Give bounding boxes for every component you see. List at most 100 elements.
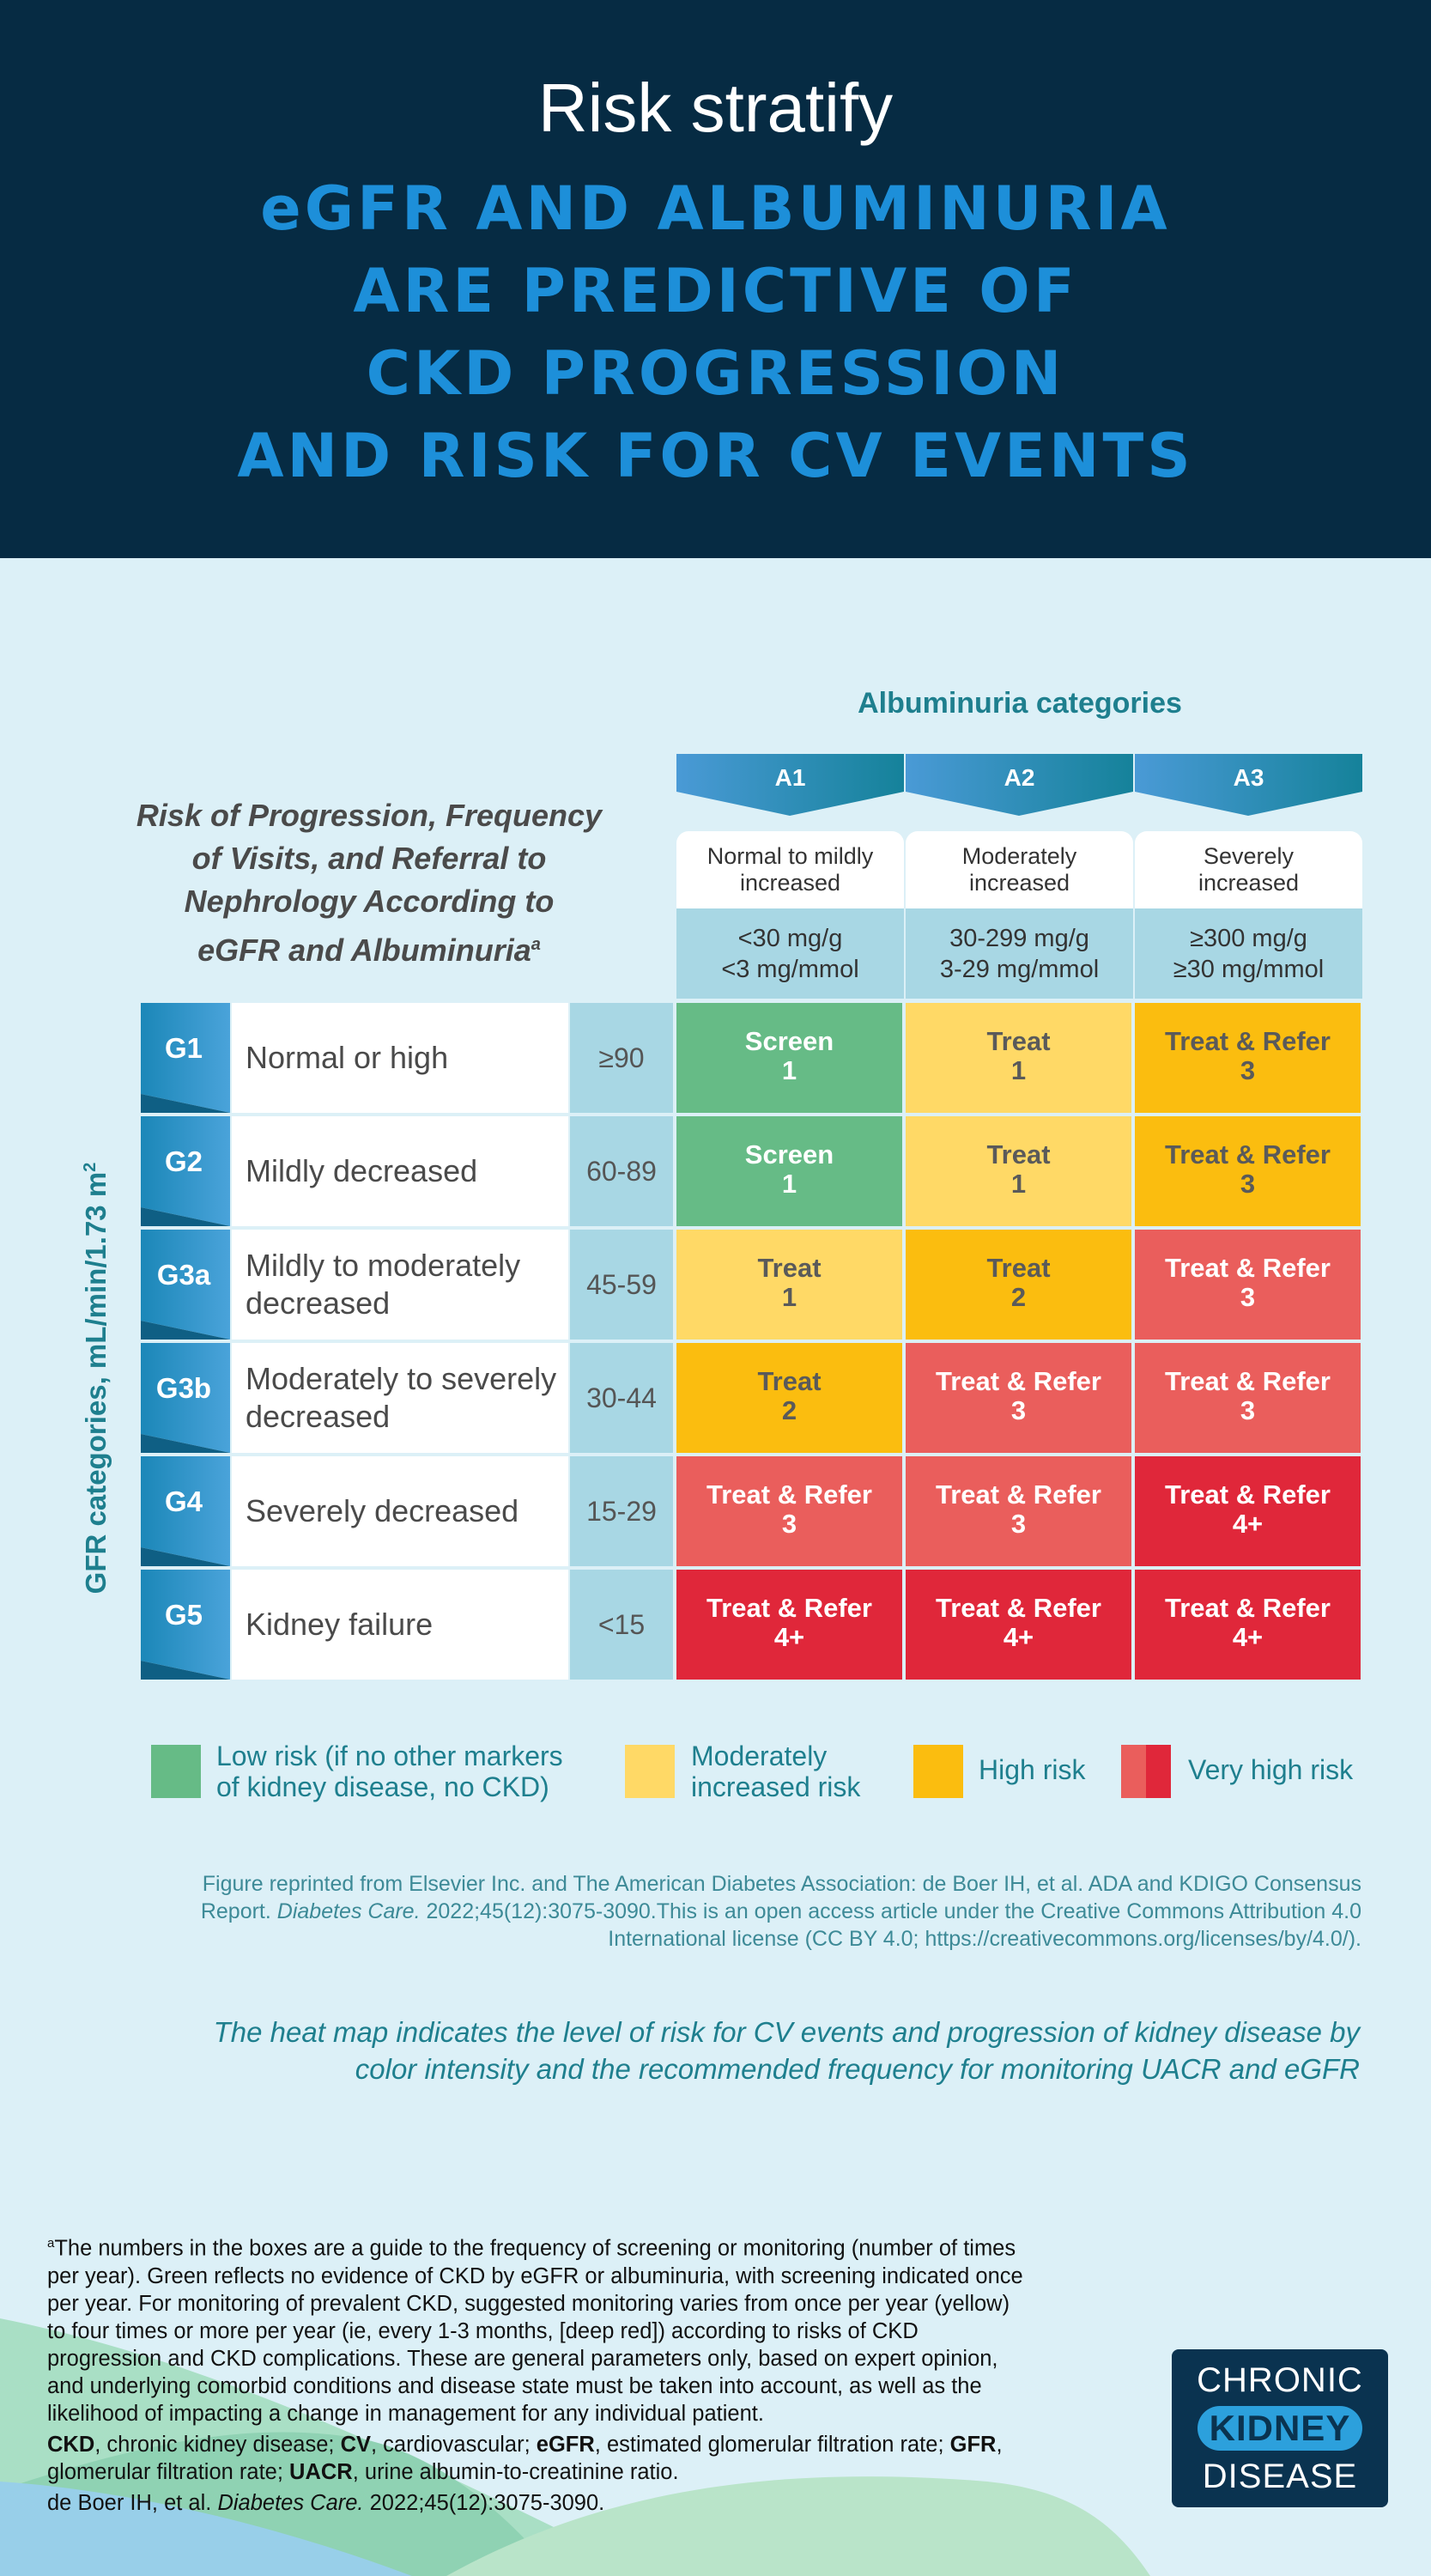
- cell-action: Screen: [744, 1139, 834, 1170]
- column-tab: A2: [906, 754, 1133, 816]
- abbr-def: , estimated glomerular filtration rate;: [594, 2432, 950, 2457]
- abbr-term: CV: [340, 2432, 372, 2457]
- gfr-tab: G4: [141, 1456, 230, 1566]
- gfr-code: G5: [164, 1599, 203, 1631]
- legend-line: of kidney disease, no CKD): [216, 1771, 549, 1802]
- title-line: eGFR and Albuminuriaa: [112, 923, 627, 972]
- range-line: 30-299 mg/g: [949, 924, 1089, 952]
- headline: eGFR AND ALBUMINURIA ARE PREDICTIVE OF C…: [0, 167, 1431, 497]
- citation-line: Figure reprinted from Elsevier Inc. and …: [202, 1872, 1361, 1896]
- legend-swatch-moderate: [625, 1745, 675, 1798]
- note-line: The heat map indicates the level of risk…: [213, 2016, 1360, 2048]
- pretitle: Risk stratify: [537, 70, 894, 146]
- gfr-tab: G3a: [141, 1230, 230, 1340]
- legend-label-moderate: Moderately increased risk: [691, 1741, 860, 1802]
- table-title: Risk of Progression, Frequency of Visits…: [112, 794, 627, 972]
- footnote-marker: a: [531, 935, 541, 954]
- cell-action: Treat & Refer: [706, 1593, 872, 1623]
- table-row-g2: G2 Mildly decreased 60-89 Screen 1 Treat 1 Trea…: [141, 1116, 1363, 1226]
- risk-cell: Treat 1: [676, 1230, 902, 1340]
- cell-frequency: 1: [781, 1055, 797, 1085]
- cell-frequency: 3: [1240, 1395, 1256, 1425]
- header-banner: Risk stratify eGFR AND ALBUMINURIA ARE P…: [0, 0, 1431, 558]
- cell-frequency: 3: [1010, 1509, 1027, 1539]
- range-line: ≥30 mg/mmol: [1173, 955, 1325, 983]
- desc-line: increased: [968, 870, 1070, 896]
- gfr-code: G4: [164, 1485, 203, 1517]
- reference-text: de Boer IH, et al.: [47, 2490, 218, 2515]
- column-code: A2: [1004, 764, 1035, 791]
- gfr-tab-shape: [141, 1570, 230, 1680]
- range-line: 3-29 mg/mmol: [939, 955, 1100, 983]
- legend-line: Low risk (if no other markers: [216, 1741, 563, 1771]
- title-line: Nephrology According to: [184, 884, 555, 919]
- reference-text: 2022;45(12):3075-3090.: [363, 2490, 605, 2515]
- gfr-range: 60-89: [570, 1116, 673, 1226]
- gfr-desc-line: Moderately to severely: [246, 1361, 557, 1396]
- cell-frequency: 1: [781, 1169, 797, 1199]
- gfr-code: G1: [164, 1032, 203, 1064]
- gfr-axis-label: GFR categories, mL/min/1.73 m2: [80, 1163, 112, 1595]
- range-line: ≥300 mg/g: [1190, 924, 1307, 952]
- citation-line: Report. Diabetes Care. 2022;45(12):3075-…: [86, 1898, 1361, 1925]
- headline-line: eGFR AND ALBUMINURIA: [260, 173, 1171, 244]
- title-line: Risk of Progression, Frequency: [136, 798, 603, 833]
- gfr-tab: G1: [141, 1003, 230, 1113]
- risk-cell: Treat 2: [906, 1230, 1131, 1340]
- cell-frequency: 3: [781, 1509, 797, 1539]
- gfr-tab: G3b: [141, 1343, 230, 1453]
- figure-citation: Figure reprinted from Elsevier Inc. and …: [86, 1870, 1361, 1953]
- footnote-line: aThe numbers in the boxes are a guide to…: [47, 2230, 1189, 2263]
- gfr-tab: G2: [141, 1116, 230, 1226]
- footnote-line: per year). Green reflects no evidence of…: [47, 2263, 1023, 2288]
- cell-action: Treat: [986, 1026, 1051, 1056]
- gfr-description: Mildly to moderately decreased: [232, 1230, 568, 1340]
- gfr-tab-shape: [141, 1230, 230, 1340]
- logo-line: CHRONIC: [1197, 2361, 1363, 2399]
- reference-line: de Boer IH, et al. Diabetes Care. 2022;4…: [47, 2489, 1189, 2517]
- desc-line: Normal to mildly: [706, 843, 874, 869]
- citation-journal: Diabetes Care.: [276, 1899, 421, 1923]
- cell-frequency: 2: [781, 1395, 797, 1425]
- risk-cell: Treat & Refer 4+: [1135, 1456, 1361, 1566]
- cell-action: Treat & Refer: [1165, 1593, 1331, 1623]
- cell-frequency: 3: [1010, 1395, 1027, 1425]
- legend-label-low: Low risk (if no other markers of kidney …: [216, 1741, 563, 1802]
- range-line: <30 mg/g: [737, 924, 843, 952]
- column-tab: A1: [676, 754, 904, 816]
- abbr-term: GFR: [949, 2432, 997, 2457]
- table-row-g1: G1 Normal or high ≥90 Screen 1 Treat 1 Treat & …: [141, 1003, 1363, 1113]
- cell-action: Treat & Refer: [936, 1593, 1101, 1623]
- gfr-range: ≥90: [570, 1003, 673, 1113]
- gfr-desc-line: Normal or high: [246, 1040, 449, 1075]
- reference-journal: Diabetes Care.: [217, 2490, 364, 2515]
- legend-swatch-very-high: [1121, 1745, 1146, 1798]
- headline-line: CKD PROGRESSION: [366, 338, 1065, 409]
- risk-cell: Treat 1: [906, 1116, 1131, 1226]
- gfr-description: Severely decreased: [232, 1456, 568, 1566]
- headline-line: AND RISK FOR CV EVENTS: [237, 421, 1194, 491]
- footnote-line: per year. For monitoring of prevalent CK…: [47, 2291, 1010, 2316]
- risk-cell: Treat & Refer 3: [906, 1456, 1131, 1566]
- column-description: Severely increased: [1135, 831, 1362, 908]
- cell-action: Treat & Refer: [1165, 1253, 1331, 1283]
- risk-cell: Treat 1: [906, 1003, 1131, 1113]
- abbr-term: eGFR: [536, 2432, 595, 2457]
- logo-line: DISEASE: [1202, 2458, 1358, 2495]
- cell-action: Treat & Refer: [706, 1479, 872, 1510]
- gfr-description: Mildly decreased: [232, 1116, 568, 1226]
- risk-cell: Treat 2: [676, 1343, 902, 1453]
- note-line: color intensity and the recommended freq…: [355, 2053, 1360, 2085]
- gfr-code: G3b: [155, 1372, 212, 1404]
- table-row-g3b: G3b Moderately to severely decreased 30-44 T…: [141, 1343, 1363, 1453]
- cell-frequency: 3: [1240, 1055, 1256, 1085]
- gfr-code: G2: [164, 1145, 203, 1177]
- risk-cell: Screen 1: [676, 1116, 902, 1226]
- legend-label-high: High risk: [979, 1754, 1086, 1785]
- footnote-line: and underlying comorbid conditions and d…: [47, 2373, 982, 2398]
- gfr-range: 30-44: [570, 1343, 673, 1453]
- gfr-desc-line: Mildly to moderately: [246, 1248, 521, 1283]
- citation-text: Report.: [200, 1899, 277, 1923]
- desc-line: increased: [1198, 870, 1300, 896]
- cell-frequency: 4+: [1232, 1509, 1264, 1539]
